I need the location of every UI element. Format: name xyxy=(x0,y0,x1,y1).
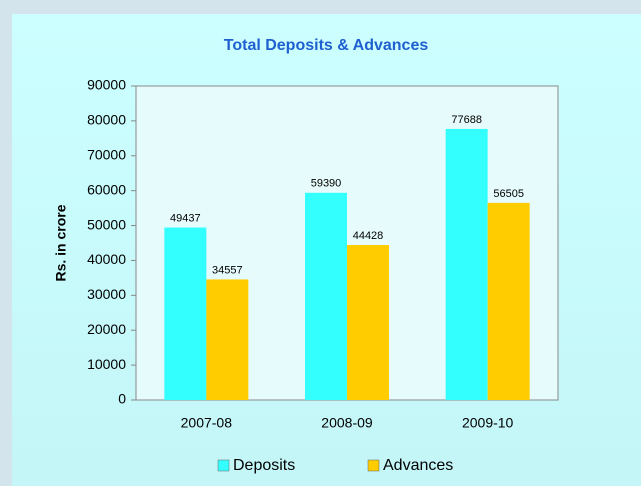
x-tick-label: 2008-09 xyxy=(321,415,373,431)
value-label: 56505 xyxy=(493,188,524,200)
legend-label: Advances xyxy=(383,457,453,474)
y-tick-label: 10000 xyxy=(87,356,126,372)
x-tick-label: 2007-08 xyxy=(181,415,233,431)
bar xyxy=(347,244,389,400)
y-tick-label: 80000 xyxy=(87,112,126,128)
y-axis-label: Rs. in crore xyxy=(53,204,69,281)
bar xyxy=(445,128,488,400)
value-label: 59390 xyxy=(311,178,342,190)
value-label: 49437 xyxy=(170,212,201,224)
y-tick-label: 90000 xyxy=(87,77,126,93)
bar xyxy=(206,279,249,400)
y-tick-label: 50000 xyxy=(87,216,126,232)
y-tick-label: 0 xyxy=(118,391,126,407)
x-tick-label: 2009-10 xyxy=(462,415,514,431)
bar xyxy=(164,227,207,400)
y-tick-label: 60000 xyxy=(87,181,126,197)
y-tick-label: 70000 xyxy=(87,146,126,162)
bar xyxy=(487,202,530,400)
legend-swatch xyxy=(217,459,230,472)
legend-swatch xyxy=(367,459,380,472)
value-label: 34557 xyxy=(212,264,243,276)
bar xyxy=(305,192,347,400)
legend-label: Deposits xyxy=(233,457,295,474)
y-tick-label: 20000 xyxy=(87,321,126,337)
value-label: 77688 xyxy=(451,114,482,126)
y-tick-label: 30000 xyxy=(87,286,126,302)
y-tick-label: 40000 xyxy=(87,251,126,267)
chart-title: Total Deposits & Advances xyxy=(224,37,429,54)
value-label: 44428 xyxy=(353,230,384,242)
